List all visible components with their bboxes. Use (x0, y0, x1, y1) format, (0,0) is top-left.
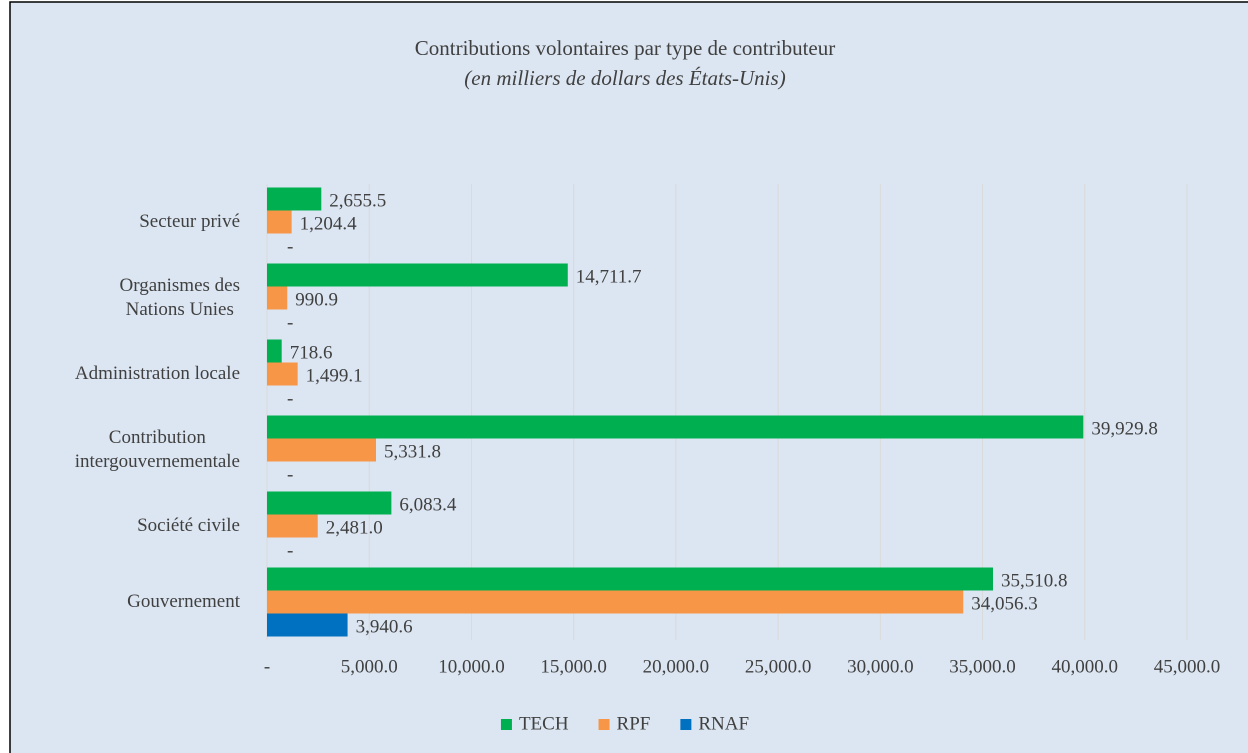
value-label: 14,711.7 (576, 266, 642, 287)
bar (267, 263, 568, 287)
bar (267, 438, 377, 462)
value-label: 2,655.5 (329, 190, 386, 211)
x-tick-label: 5,000.0 (341, 656, 398, 677)
legend-swatch (680, 719, 692, 730)
value-label: 1,499.1 (306, 365, 363, 386)
bar (267, 415, 1084, 439)
bar (267, 590, 964, 614)
chart-title: Contributions volontaires par type de co… (415, 36, 836, 60)
bar (267, 339, 282, 363)
value-label: - (287, 236, 293, 257)
bar (267, 362, 298, 386)
y-tick-label: Administration locale (74, 363, 240, 384)
bar (267, 613, 348, 637)
y-tick-label: Secteur privé (139, 211, 240, 232)
y-tick-label: Contribution intergouvernementale (74, 427, 240, 472)
x-tick-label: 20,000.0 (643, 656, 710, 677)
legend-label: TECH (519, 713, 569, 734)
x-tick-label: 25,000.0 (745, 656, 812, 677)
value-label: 1,204.4 (300, 213, 358, 234)
value-label: - (287, 540, 293, 561)
value-label: 34,056.3 (971, 593, 1038, 614)
value-label: 5,331.8 (384, 441, 441, 462)
chart-subtitle: (en milliers de dollars des États-Unis) (464, 66, 785, 90)
y-tick-label: Société civile (137, 515, 240, 536)
y-tick-label: Organismes des Nations Unies (119, 275, 241, 320)
value-label: 39,929.8 (1091, 418, 1158, 439)
x-tick-label: 15,000.0 (540, 656, 607, 677)
chart-frame (9, 1, 1248, 753)
legend-label: RPF (617, 713, 651, 734)
bar (267, 210, 292, 234)
y-tick-label: Gouvernement (127, 591, 240, 612)
legend-label: RNAF (698, 713, 749, 734)
value-label: 718.6 (290, 342, 333, 363)
x-tick-label: 10,000.0 (438, 656, 505, 677)
value-label: 35,510.8 (1001, 570, 1067, 591)
x-tick-label: - (264, 656, 270, 677)
value-label: 3,940.6 (356, 616, 413, 637)
bar (267, 567, 993, 591)
value-label: 990.9 (295, 289, 338, 310)
value-label: 6,083.4 (399, 494, 457, 515)
bar (267, 286, 288, 310)
x-tick-label: 40,000.0 (1052, 656, 1119, 677)
legend-swatch (500, 719, 512, 730)
x-tick-label: 35,000.0 (949, 656, 1016, 677)
value-label: - (287, 388, 293, 409)
bar (267, 514, 318, 538)
legend-swatch (598, 719, 610, 730)
value-label: - (287, 312, 293, 333)
value-label: 2,481.0 (326, 517, 383, 538)
x-tick-label: 45,000.0 (1154, 656, 1221, 677)
value-label: - (287, 464, 293, 485)
bar (267, 187, 322, 211)
x-tick-label: 30,000.0 (847, 656, 914, 677)
bar (267, 491, 392, 515)
